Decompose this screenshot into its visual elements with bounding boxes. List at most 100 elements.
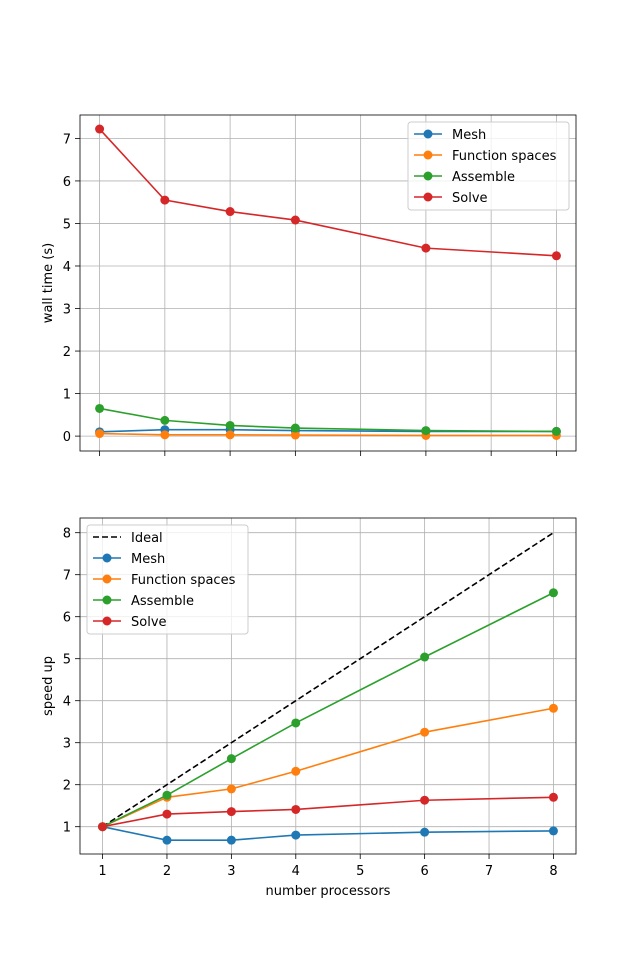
wall-time-point-solve (290, 215, 300, 225)
speed-up-legend-box (86, 524, 249, 635)
wall-time-legend-label-assemble: Assemble (452, 170, 515, 185)
speed-up-y-tick-label: 8 (63, 527, 71, 542)
speed-up-y-tick-label: 4 (63, 695, 71, 710)
wall-time-point-assemble (95, 403, 105, 413)
speed-up-point-assemble (291, 718, 301, 728)
wall-time-y-tick-label: 0 (63, 430, 71, 445)
speed-up-point-mesh (291, 830, 301, 840)
speed-up-y-tick-label: 7 (63, 569, 71, 584)
speed-up-ticks: 1 2 3 4 5 6 7 8 1 2 3 4 5 6 7 8 (63, 527, 558, 879)
speed-up-point-assemble (548, 588, 558, 598)
speed-up-line-solve (102, 796, 554, 828)
speed-up-x-tick-label: 3 (227, 864, 235, 879)
wall-time-legend: Mesh Function spaces Assemble Solve (407, 121, 570, 211)
wall-time-point-function-spaces (225, 430, 235, 440)
speed-up-point-solve (420, 795, 430, 805)
speed-up-x-tick-label: 8 (549, 864, 557, 879)
speed-up-chart: 1 2 3 4 5 6 7 8 1 2 3 4 5 6 7 8 speed up number processor… (41, 517, 577, 899)
wall-time-point-function-spaces (95, 429, 105, 439)
speed-up-legend-label-function-spaces: Function spaces (131, 573, 236, 588)
speed-up-point-mesh (226, 835, 236, 845)
wall-time-legend-marker-function-spaces (423, 150, 433, 160)
wall-time-point-solve (225, 207, 235, 217)
wall-time-y-tick-label: 1 (63, 388, 71, 403)
speed-up-legend-label-mesh: Mesh (131, 552, 165, 567)
speed-up-x-tick-label: 1 (98, 864, 106, 879)
speed-up-point-solve (162, 809, 172, 819)
wall-time-point-function-spaces (160, 430, 170, 440)
wall-time-legend-marker-assemble (423, 171, 433, 181)
speed-up-point-mesh (420, 827, 430, 837)
speed-up-x-tick-label: 4 (292, 864, 300, 879)
speed-up-point-function-spaces (291, 766, 301, 776)
wall-time-point-solve (160, 195, 170, 205)
wall-time-legend-label-solve: Solve (452, 191, 488, 206)
speed-up-point-mesh (162, 835, 172, 845)
wall-time-y-tick-label: 7 (63, 132, 71, 147)
speed-up-point-function-spaces (548, 703, 558, 713)
speed-up-point-function-spaces (420, 727, 430, 737)
speed-up-legend-label-ideal: Ideal (131, 531, 163, 546)
speed-up-legend-marker-mesh (102, 553, 112, 563)
wall-time-line-function-spaces (99, 432, 557, 437)
wall-time-legend-label-mesh: Mesh (452, 128, 486, 143)
speed-up-point-solve (98, 822, 108, 832)
speed-up-y-axis-label: speed up (41, 656, 56, 716)
wall-time-point-assemble (421, 426, 431, 436)
wall-time-legend-label-function-spaces: Function spaces (452, 149, 557, 164)
wall-time-series-function-spaces (95, 429, 561, 440)
wall-time-point-assemble (290, 423, 300, 433)
speed-up-x-tick-label: 5 (356, 864, 364, 879)
speed-up-line-function-spaces (102, 707, 554, 828)
speed-up-y-tick-label: 1 (63, 821, 71, 836)
speed-up-x-tick-label: 6 (420, 864, 428, 879)
wall-time-point-assemble (551, 426, 561, 436)
speed-up-legend: Ideal Mesh Function spaces Assemble Solve (86, 524, 249, 635)
speed-up-point-mesh (548, 826, 558, 836)
speed-up-x-tick-label: 7 (485, 864, 493, 879)
speed-up-y-tick-label: 5 (63, 653, 71, 668)
speed-up-series-solve (98, 792, 558, 832)
wall-time-y-tick-label: 3 (63, 303, 71, 318)
speed-up-legend-marker-solve (102, 616, 112, 626)
wall-time-point-solve (95, 124, 105, 134)
speed-up-y-tick-label: 6 (63, 611, 71, 626)
wall-time-axes-frame (79, 114, 577, 452)
wall-time-ticks: 0 1 2 3 4 5 6 7 (63, 132, 557, 456)
wall-time-point-solve (421, 243, 431, 253)
speed-up-line-mesh (102, 825, 554, 841)
speed-up-point-solve (548, 792, 558, 802)
wall-time-y-tick-label: 5 (63, 217, 71, 232)
speed-up-point-assemble (162, 790, 172, 800)
wall-time-legend-box (407, 121, 570, 211)
wall-time-point-solve (551, 251, 561, 261)
wall-time-series-assemble (95, 403, 561, 436)
speed-up-legend-marker-function-spaces (102, 574, 112, 584)
wall-time-series-solve (95, 124, 561, 261)
speed-up-legend-label-solve: Solve (131, 615, 167, 630)
wall-time-point-assemble (225, 420, 235, 430)
speed-up-x-tick-label: 2 (163, 864, 171, 879)
speed-up-legend-marker-assemble (102, 595, 112, 605)
speed-up-point-function-spaces (226, 784, 236, 794)
speed-up-point-solve (226, 807, 236, 817)
wall-time-chart: 0 1 2 3 4 5 6 7 wall time (s) Mesh Function spaces… (41, 114, 577, 456)
wall-time-line-assemble (99, 407, 557, 433)
speed-up-legend-label-assemble: Assemble (131, 594, 194, 609)
wall-time-y-tick-label: 2 (63, 345, 71, 360)
speed-up-axes-frame (79, 517, 577, 855)
speed-up-x-axis-label: number processors (266, 884, 391, 899)
speed-up-point-assemble (420, 652, 430, 662)
wall-time-point-function-spaces (290, 430, 300, 440)
wall-time-y-axis-label: wall time (s) (41, 243, 56, 323)
speed-up-point-assemble (226, 754, 236, 764)
wall-time-y-tick-label: 4 (63, 260, 71, 275)
wall-time-legend-marker-mesh (423, 129, 433, 139)
wall-time-legend-marker-solve (423, 192, 433, 202)
speed-up-line-assemble (102, 592, 554, 828)
wall-time-line-solve (98, 128, 557, 257)
speed-up-point-solve (291, 804, 301, 814)
speed-up-y-tick-label: 3 (63, 737, 71, 752)
wall-time-y-tick-label: 6 (63, 175, 71, 190)
